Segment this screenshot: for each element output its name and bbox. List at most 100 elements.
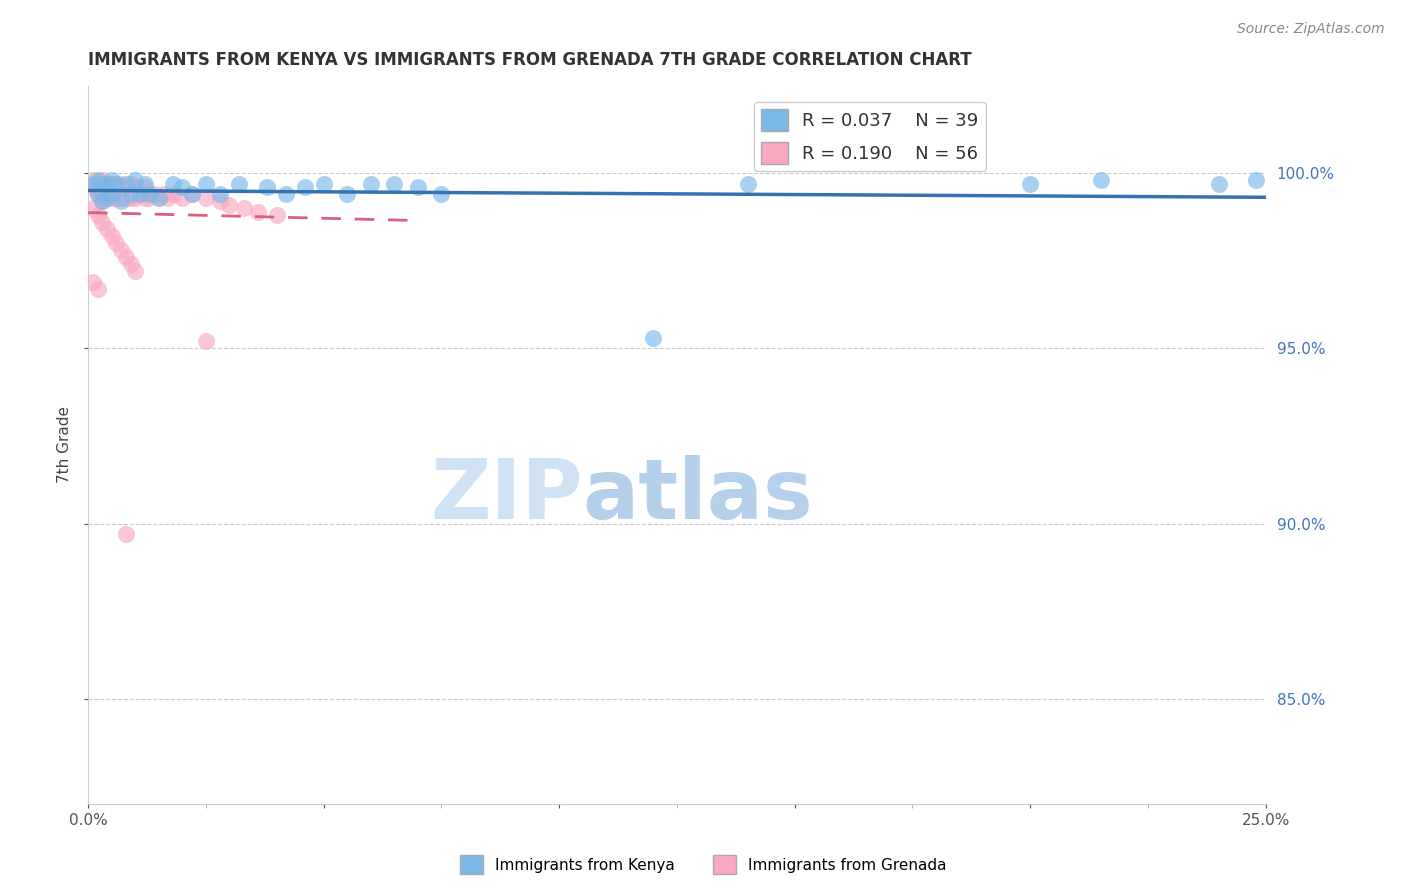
Point — [180, 187, 202, 202]
Point — [246, 204, 269, 219]
Point — [91, 187, 114, 202]
Point — [82, 177, 104, 191]
Point — [100, 177, 122, 191]
Point — [120, 191, 142, 205]
Point — [105, 177, 128, 191]
Point — [96, 177, 118, 191]
Point — [643, 331, 665, 345]
Point — [100, 180, 122, 194]
Point — [256, 180, 278, 194]
Point — [120, 177, 142, 191]
Y-axis label: 7th Grade: 7th Grade — [58, 406, 72, 483]
Point — [105, 177, 128, 191]
Point — [162, 177, 184, 191]
Point — [232, 201, 254, 215]
Point — [110, 191, 132, 205]
Point — [86, 187, 108, 202]
Point — [124, 180, 146, 194]
Point — [336, 187, 359, 202]
Point — [96, 177, 118, 191]
Point — [737, 177, 759, 191]
Point — [110, 244, 132, 258]
Legend: Immigrants from Kenya, Immigrants from Grenada: Immigrants from Kenya, Immigrants from G… — [454, 849, 952, 880]
Point — [228, 177, 250, 191]
Point — [96, 191, 118, 205]
Point — [105, 236, 128, 251]
Point — [134, 177, 156, 191]
Point — [82, 275, 104, 289]
Point — [157, 191, 180, 205]
Point — [134, 191, 156, 205]
Point — [124, 173, 146, 187]
Point — [114, 180, 136, 194]
Point — [100, 173, 122, 187]
Point — [82, 173, 104, 187]
Point — [172, 180, 194, 194]
Point — [96, 222, 118, 236]
Text: Source: ZipAtlas.com: Source: ZipAtlas.com — [1237, 22, 1385, 37]
Point — [86, 177, 108, 191]
Point — [114, 177, 136, 191]
Point — [110, 177, 132, 191]
Point — [110, 194, 132, 209]
Point — [274, 187, 297, 202]
Point — [100, 191, 122, 205]
Point — [138, 191, 160, 205]
Point — [91, 177, 114, 191]
Point — [1090, 173, 1112, 187]
Point — [120, 187, 142, 202]
Point — [91, 215, 114, 229]
Point — [91, 194, 114, 209]
Point — [86, 208, 108, 222]
Point — [86, 173, 108, 187]
Text: ZIP: ZIP — [430, 455, 582, 535]
Point — [124, 264, 146, 278]
Point — [172, 191, 194, 205]
Point — [82, 180, 104, 194]
Point — [91, 194, 114, 209]
Point — [138, 187, 160, 202]
Point — [86, 187, 108, 202]
Point — [124, 191, 146, 205]
Point — [129, 187, 152, 202]
Point — [382, 177, 405, 191]
Point — [294, 180, 316, 194]
Text: IMMIGRANTS FROM KENYA VS IMMIGRANTS FROM GRENADA 7TH GRADE CORRELATION CHART: IMMIGRANTS FROM KENYA VS IMMIGRANTS FROM… — [89, 51, 972, 69]
Point — [100, 229, 122, 244]
Point — [430, 187, 453, 202]
Point — [120, 257, 142, 271]
Point — [208, 187, 231, 202]
Point — [86, 282, 108, 296]
Point — [114, 527, 136, 541]
Point — [360, 177, 382, 191]
Text: atlas: atlas — [582, 455, 814, 535]
Point — [82, 201, 104, 215]
Point — [152, 187, 174, 202]
Point — [218, 197, 240, 211]
Legend: R = 0.037    N = 39, R = 0.190    N = 56: R = 0.037 N = 39, R = 0.190 N = 56 — [754, 102, 986, 171]
Point — [208, 194, 231, 209]
Point — [100, 187, 122, 202]
Point — [148, 191, 170, 205]
Point — [1208, 177, 1230, 191]
Point — [148, 191, 170, 205]
Point — [406, 180, 429, 194]
Point — [114, 250, 136, 264]
Point — [143, 187, 166, 202]
Point — [91, 173, 114, 187]
Point — [266, 208, 288, 222]
Point — [91, 177, 114, 191]
Point — [312, 177, 335, 191]
Point — [134, 180, 156, 194]
Point — [162, 187, 184, 202]
Point — [129, 187, 152, 202]
Point — [105, 191, 128, 205]
Point — [96, 191, 118, 205]
Point — [114, 191, 136, 205]
Point — [1244, 173, 1267, 187]
Point — [194, 334, 217, 349]
Point — [180, 187, 202, 202]
Point — [194, 177, 217, 191]
Point — [194, 191, 217, 205]
Point — [105, 180, 128, 194]
